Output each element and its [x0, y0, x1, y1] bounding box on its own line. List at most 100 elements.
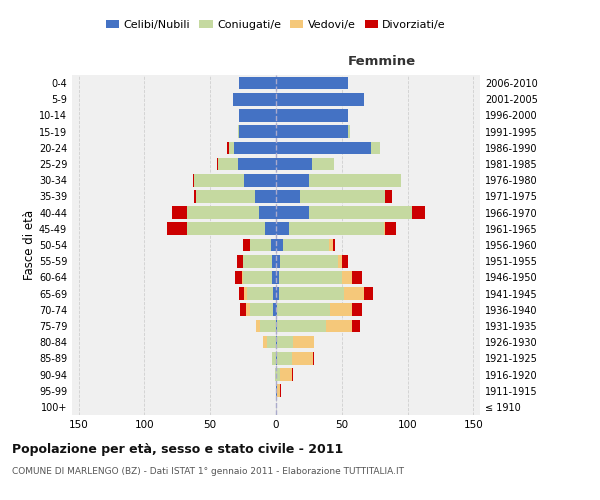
Bar: [271, 238, 276, 252]
Bar: [236, 255, 243, 268]
Bar: [276, 126, 349, 138]
Bar: [276, 174, 309, 186]
Bar: [243, 255, 272, 268]
Bar: [277, 352, 292, 364]
Bar: [276, 384, 277, 397]
Bar: [309, 174, 401, 186]
Bar: [194, 174, 244, 186]
Bar: [276, 158, 311, 170]
Bar: [242, 271, 243, 283]
Bar: [280, 255, 338, 268]
Bar: [193, 174, 194, 186]
Bar: [330, 304, 352, 316]
Bar: [246, 304, 250, 316]
Bar: [218, 158, 238, 170]
Bar: [276, 93, 364, 106]
Bar: [259, 206, 276, 219]
Bar: [277, 384, 280, 397]
Bar: [239, 77, 276, 90]
Bar: [309, 206, 412, 219]
Bar: [276, 320, 277, 332]
Bar: [217, 158, 218, 170]
Bar: [329, 238, 332, 252]
Bar: [250, 304, 274, 316]
Bar: [299, 190, 385, 202]
Bar: [265, 222, 276, 235]
Bar: [371, 142, 380, 154]
Bar: [243, 238, 250, 252]
Bar: [250, 238, 271, 252]
Legend: Celibi/Nubili, Coniugati/e, Vedovi/e, Divorziati/e: Celibi/Nubili, Coniugati/e, Vedovi/e, Di…: [101, 16, 451, 34]
Bar: [276, 142, 371, 154]
Bar: [342, 255, 349, 268]
Bar: [239, 288, 244, 300]
Bar: [187, 222, 265, 235]
Bar: [283, 238, 329, 252]
Bar: [241, 304, 246, 316]
Bar: [293, 336, 314, 348]
Bar: [244, 174, 276, 186]
Bar: [344, 288, 364, 300]
Bar: [277, 336, 293, 348]
Bar: [233, 93, 276, 106]
Bar: [364, 288, 373, 300]
Bar: [260, 320, 276, 332]
Bar: [385, 222, 396, 235]
Bar: [235, 271, 242, 283]
Bar: [256, 320, 260, 332]
Bar: [227, 142, 229, 154]
Bar: [311, 158, 334, 170]
Bar: [234, 142, 276, 154]
Y-axis label: Fasce di età: Fasce di età: [23, 210, 36, 280]
Bar: [239, 109, 276, 122]
Bar: [263, 336, 267, 348]
Bar: [276, 77, 349, 90]
Bar: [276, 255, 280, 268]
Bar: [342, 271, 352, 283]
Bar: [277, 304, 330, 316]
Bar: [196, 190, 255, 202]
Bar: [276, 238, 283, 252]
Bar: [247, 288, 274, 300]
Bar: [280, 384, 281, 397]
Bar: [292, 352, 313, 364]
Bar: [276, 271, 278, 283]
Bar: [276, 222, 289, 235]
Bar: [352, 320, 360, 332]
Bar: [276, 352, 277, 364]
Bar: [338, 255, 342, 268]
Bar: [239, 126, 276, 138]
Bar: [274, 304, 276, 316]
Bar: [274, 288, 276, 300]
Bar: [244, 288, 247, 300]
Bar: [352, 304, 362, 316]
Bar: [292, 368, 293, 381]
Bar: [267, 336, 276, 348]
Bar: [243, 271, 272, 283]
Bar: [255, 190, 276, 202]
Bar: [276, 288, 278, 300]
Bar: [276, 190, 299, 202]
Bar: [172, 206, 187, 219]
Bar: [229, 142, 234, 154]
Text: Femmine: Femmine: [348, 55, 416, 68]
Bar: [385, 190, 392, 202]
Bar: [289, 222, 384, 235]
Bar: [272, 271, 276, 283]
Bar: [272, 255, 276, 268]
Bar: [167, 222, 187, 235]
Bar: [352, 271, 362, 283]
Bar: [349, 126, 350, 138]
Bar: [276, 109, 349, 122]
Bar: [412, 206, 425, 219]
Bar: [278, 271, 342, 283]
Bar: [332, 238, 335, 252]
Bar: [278, 288, 344, 300]
Bar: [313, 352, 314, 364]
Bar: [384, 222, 385, 235]
Bar: [277, 320, 326, 332]
Bar: [276, 304, 277, 316]
Bar: [280, 368, 292, 381]
Bar: [238, 158, 276, 170]
Bar: [272, 352, 276, 364]
